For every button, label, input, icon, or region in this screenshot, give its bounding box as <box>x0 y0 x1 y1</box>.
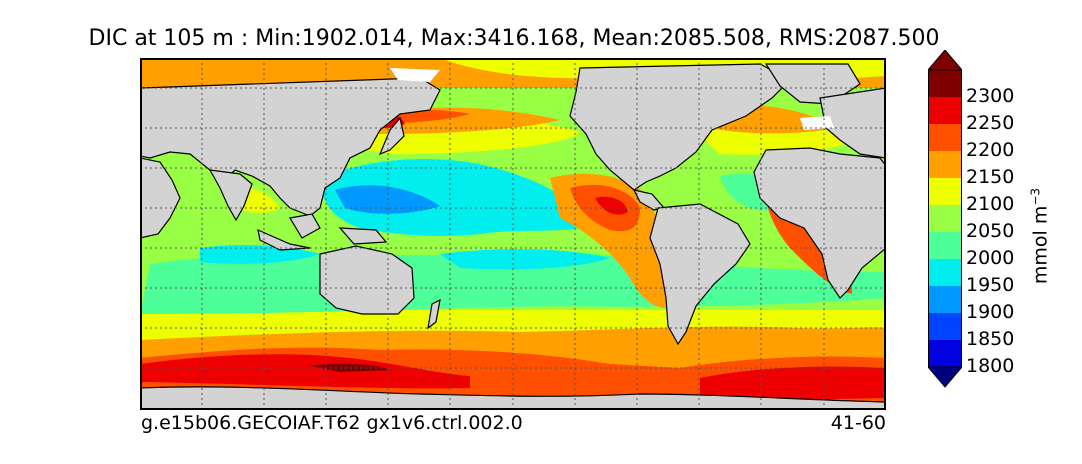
colorbar-segment-2050 <box>928 205 962 232</box>
case-name-label: g.e15b06.GECOIAF.T62 gx1v6.ctrl.002.0 <box>141 412 523 434</box>
colorbar-segment-1850 <box>928 313 962 340</box>
unit-exponent: −3 <box>1028 187 1043 206</box>
missing-data-canada <box>800 116 834 130</box>
colorbar-segment-2300 <box>928 70 962 97</box>
colorbar-extend-max <box>928 50 962 71</box>
colorbar-tick-label: 1850 <box>966 328 1015 350</box>
land-new-zealand <box>427 298 441 330</box>
colorbar-segment-1950 <box>928 259 962 286</box>
land-australia <box>319 245 415 315</box>
unit-text: mmol m <box>1029 205 1052 285</box>
land-sumatra-java <box>257 228 311 251</box>
colorbar-segment-1900 <box>928 286 962 313</box>
colorbar-tick-label: 2000 <box>966 247 1015 269</box>
colorbar-segment-2100 <box>928 178 962 205</box>
grid-lines <box>141 59 885 409</box>
colorbar-frame <box>928 69 962 368</box>
colorbar-tick-label: 1800 <box>966 355 1015 377</box>
colorbar-segment-2250 <box>928 97 962 124</box>
colorbar-tick-label: 2250 <box>966 112 1015 134</box>
colorbar-tick-label: 2050 <box>966 220 1015 242</box>
colorbar-tick-label: 1900 <box>966 301 1015 323</box>
colorbar-segment-2000 <box>928 232 962 259</box>
colorbar <box>928 50 962 388</box>
ocean-map <box>140 58 886 410</box>
missing-data-arctic <box>390 68 440 82</box>
land-new-guinea <box>338 227 388 245</box>
years-label: 41-60 <box>830 412 886 434</box>
map-frame <box>140 58 886 410</box>
colorbar-tick-label: 2100 <box>966 193 1015 215</box>
colorbar-tick-label: 2300 <box>966 85 1015 107</box>
colorbar-tick-label: 2150 <box>966 166 1015 188</box>
land-south-america <box>649 203 751 346</box>
colorbar-segment-1800 <box>928 340 962 367</box>
colorbar-tick-label: 1950 <box>966 274 1015 296</box>
band-south-pacific-2000 <box>440 249 610 270</box>
colorbar-tick-label: 2200 <box>966 139 1015 161</box>
colorbar-segment-2200 <box>928 124 962 151</box>
land-japan <box>378 116 405 156</box>
colorbar-segment-2150 <box>928 151 962 178</box>
land-eurasia <box>141 77 441 217</box>
band-southern-ocean-2250-b <box>700 366 885 402</box>
chart-title: DIC at 105 m : Min:1902.014, Max:3416.16… <box>88 26 940 51</box>
land-borneo <box>289 213 321 239</box>
colorbar-unit-label: mmol m−3 <box>1028 188 1051 284</box>
band-etp-2250 <box>595 196 628 215</box>
colorbar-extend-min <box>928 366 962 388</box>
